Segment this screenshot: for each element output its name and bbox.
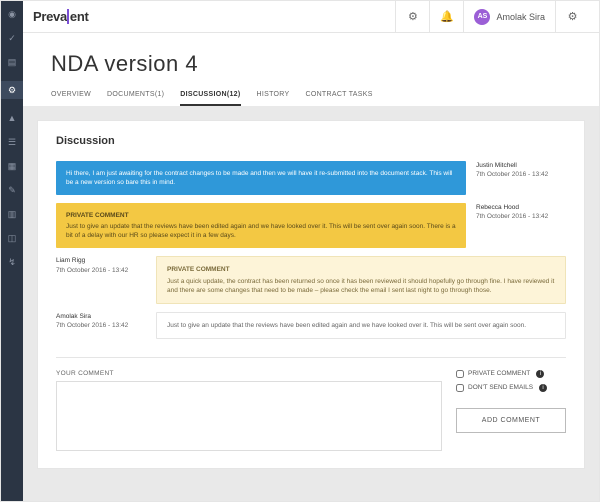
tab-documents[interactable]: DOCUMENTS(1) — [107, 91, 164, 106]
brand-prefix: Preva — [33, 9, 67, 24]
comment-author: Justin Mitchell — [476, 161, 566, 170]
nav-icon-check[interactable]: ✓ — [7, 33, 17, 43]
nav-icon-chart[interactable]: ◫ — [7, 233, 17, 243]
private-checkbox-row: PRIVATE COMMENT i — [456, 370, 566, 378]
comment-author: Rebecca Hood — [476, 203, 566, 212]
avatar: AS — [474, 9, 490, 25]
private-checkbox-label: PRIVATE COMMENT — [468, 370, 530, 377]
comment-bubble: PRIVATE COMMENT Just to give an update t… — [56, 203, 466, 248]
user-menu[interactable]: AS Amolak Sira — [463, 1, 555, 33]
comment-row: Hi there, I am just awaiting for the con… — [56, 161, 566, 195]
comment-meta: Justin Mitchell 7th October 2016 - 13:42 — [476, 161, 566, 179]
comment-bubble: PRIVATE COMMENT Just a quick update, the… — [156, 256, 566, 303]
tab-contract-tasks[interactable]: CONTRACT TASKS — [305, 91, 372, 106]
sidebar-nav: ◉ ✓ ▤ ⚙ ▲ ☰ ▦ ✎ ▥ ◫ ↯ — [1, 1, 23, 501]
panel-heading: Discussion — [56, 135, 566, 147]
info-icon[interactable]: i — [536, 370, 544, 378]
topbar: Prevaent ⚙ 🔔 AS Amolak Sira ⚙ — [23, 1, 599, 33]
comment-form: YOUR COMMENT PRIVATE COMMENT i DON'T SEN… — [56, 357, 566, 454]
tab-discussion[interactable]: DISCUSSION(12) — [180, 91, 240, 106]
comment-text: Just a quick update, the contract has be… — [167, 278, 554, 294]
brand-logo: Prevaent — [33, 9, 89, 24]
comment-meta: Rebecca Hood 7th October 2016 - 13:42 — [476, 203, 566, 221]
comment-row: Liam Rigg 7th October 2016 - 13:42 PRIVA… — [56, 256, 566, 303]
emails-checkbox-label: DON'T SEND EMAILS — [468, 384, 533, 391]
comment-row: Amolak Sira 7th October 2016 - 13:42 Jus… — [56, 312, 566, 339]
comment-author: Amolak Sira — [56, 312, 146, 321]
comment-bubble: Just to give an update that the reviews … — [156, 312, 566, 339]
nav-icon-settings[interactable]: ⚙ — [1, 81, 23, 99]
settings-icon[interactable]: ⚙ — [555, 1, 589, 33]
comment-row: PRIVATE COMMENT Just to give an update t… — [56, 203, 566, 248]
nav-icon-grid[interactable]: ▦ — [7, 161, 17, 171]
emails-checkbox[interactable] — [456, 384, 464, 392]
emails-checkbox-row: DON'T SEND EMAILS i — [456, 384, 566, 392]
bell-icon[interactable]: 🔔 — [429, 1, 463, 33]
nav-icon-alert[interactable]: ▲ — [7, 113, 17, 123]
page-title: NDA version 4 — [51, 51, 571, 77]
nav-icon-home[interactable]: ◉ — [7, 9, 17, 19]
nav-icon-list[interactable]: ☰ — [7, 137, 17, 147]
add-comment-button[interactable]: ADD COMMENT — [456, 408, 566, 433]
brand-suffix: ent — [67, 9, 89, 24]
private-label: PRIVATE COMMENT — [66, 211, 456, 220]
comment-time: 7th October 2016 - 13:42 — [476, 213, 548, 220]
comment-meta: Amolak Sira 7th October 2016 - 13:42 — [56, 312, 146, 330]
nav-icon-edit[interactable]: ✎ — [7, 185, 17, 195]
nav-icon-docs[interactable]: ▤ — [7, 57, 17, 67]
tab-history[interactable]: HISTORY — [257, 91, 290, 106]
nav-icon-reports[interactable]: ▥ — [7, 209, 17, 219]
comment-author: Liam Rigg — [56, 256, 146, 265]
discussion-panel: Discussion Hi there, I am just awaiting … — [37, 120, 585, 469]
gear-icon[interactable]: ⚙ — [395, 1, 429, 33]
user-name: Amolak Sira — [496, 12, 545, 22]
comment-time: 7th October 2016 - 13:42 — [476, 171, 548, 178]
tabs: OVERVIEW DOCUMENTS(1) DISCUSSION(12) HIS… — [51, 91, 571, 106]
comment-meta: Liam Rigg 7th October 2016 - 13:42 — [56, 256, 146, 274]
private-checkbox[interactable] — [456, 370, 464, 378]
comment-bubble: Hi there, I am just awaiting for the con… — [56, 161, 466, 195]
nav-icon-activity[interactable]: ↯ — [7, 257, 17, 267]
comment-label: YOUR COMMENT — [56, 370, 442, 377]
comment-text: Just to give an update that the reviews … — [66, 223, 456, 239]
tab-overview[interactable]: OVERVIEW — [51, 91, 91, 106]
comment-time: 7th October 2016 - 13:42 — [56, 267, 128, 274]
comment-textarea[interactable] — [56, 381, 442, 451]
info-icon[interactable]: i — [539, 384, 547, 392]
comment-time: 7th October 2016 - 13:42 — [56, 322, 128, 329]
private-label: PRIVATE COMMENT — [167, 265, 555, 274]
